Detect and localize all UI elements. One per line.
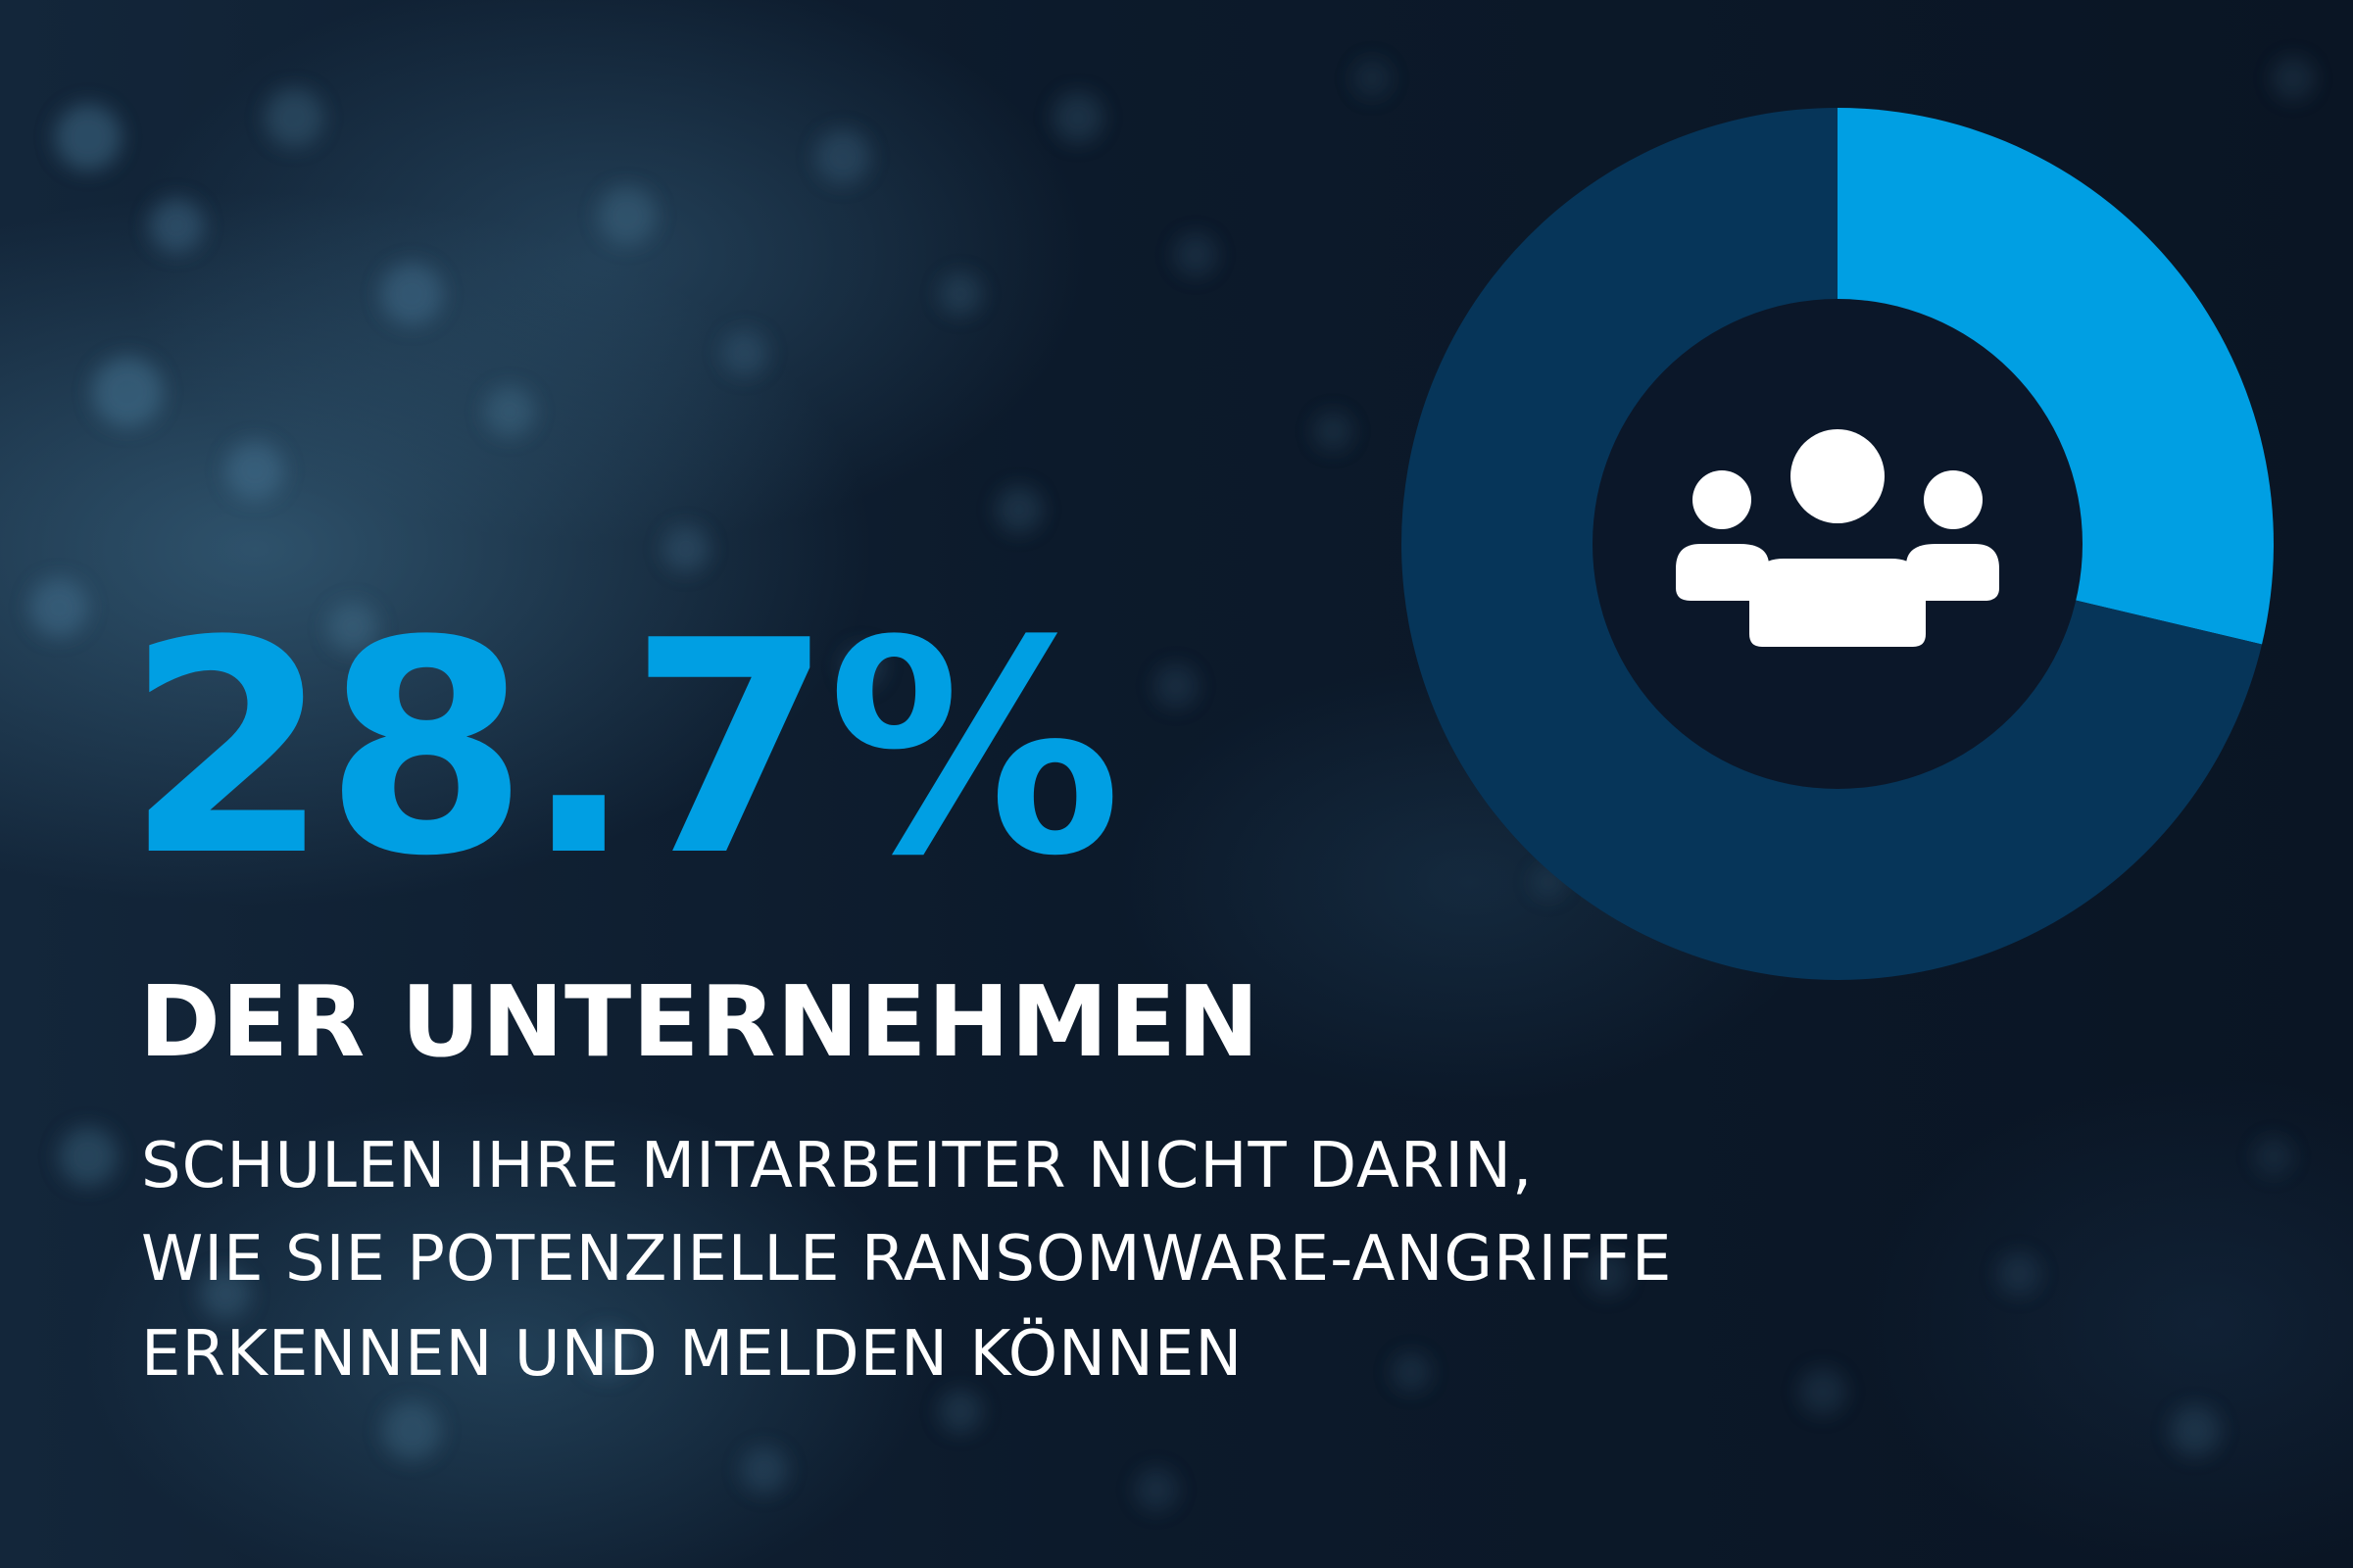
donut-center [1593, 299, 2083, 789]
statistic-description-line-3: ERKENNEN UND MELDEN KÖNNEN [141, 1318, 1244, 1391]
group-users-icon [1676, 429, 1999, 647]
statistic-description-line-2: WIE SIE POTENZIELLE RANSOMWARE-ANGRIFFE [141, 1223, 1673, 1296]
statistic-headline: DER UNTERNEHMEN [139, 964, 1260, 1079]
statistic-value: 28.7% [125, 578, 1122, 920]
statistic-description-line-1: SCHULEN IHRE MITARBEITER NICHT DARIN, [141, 1130, 1534, 1202]
